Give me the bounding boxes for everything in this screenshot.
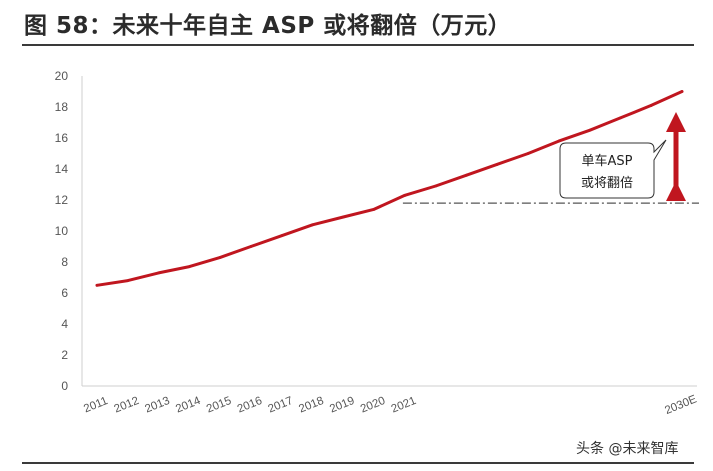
x-tick-label: 2020	[359, 395, 387, 416]
y-tick-label: 16	[55, 131, 69, 145]
x-tick-label: 2030E	[663, 393, 699, 417]
y-tick-label: 6	[61, 286, 68, 300]
y-tick-label: 8	[61, 255, 68, 269]
callout-line-1: 单车ASP	[582, 153, 633, 169]
figure-title: 图 58：未来十年自主 ASP 或将翻倍（万元）	[24, 13, 512, 39]
data-point	[588, 128, 592, 132]
x-tick-label: 2011	[82, 395, 109, 415]
data-point	[126, 279, 130, 282]
data-point	[526, 152, 530, 155]
data-point	[465, 173, 468, 177]
x-tick-label: 2017	[267, 395, 295, 416]
data-point	[403, 193, 407, 197]
callout-line-2: 或将翻倍	[581, 176, 633, 191]
source-watermark: 头条 @未来智库	[576, 441, 679, 457]
data-point	[434, 184, 438, 188]
data-point	[372, 207, 376, 211]
callout-bubble	[559, 139, 667, 199]
y-tick-label: 4	[61, 317, 68, 331]
x-tick-label: 2015	[205, 395, 233, 416]
x-tick-label: 2016	[236, 395, 264, 416]
data-point	[341, 215, 345, 219]
data-point	[249, 245, 253, 248]
series-line	[95, 90, 684, 287]
x-tick-label: 2021	[390, 395, 418, 416]
callout-box: 单车ASP 或将翻倍	[559, 139, 667, 199]
data-point	[157, 271, 160, 275]
y-tick-label: 18	[55, 100, 69, 114]
y-tick-label: 10	[55, 224, 69, 238]
data-point	[187, 265, 191, 269]
x-tick-label: 2018	[297, 395, 325, 416]
data-point	[619, 116, 622, 120]
data-point	[649, 104, 653, 107]
y-tick-label: 2	[61, 348, 68, 362]
x-tick-label: 2019	[328, 395, 356, 416]
data-point	[218, 255, 222, 259]
data-point	[495, 162, 499, 166]
y-tick-label: 20	[55, 69, 69, 83]
y-tick-label: 0	[61, 379, 68, 393]
data-point	[280, 234, 284, 238]
bottom-rule	[22, 462, 694, 464]
data-point	[95, 283, 99, 287]
x-tick-label: 2014	[174, 395, 203, 416]
data-point	[557, 139, 561, 143]
top-rule	[22, 44, 694, 46]
x-tick-label: 2012	[113, 395, 141, 416]
data-point	[680, 90, 684, 93]
y-tick-label: 12	[55, 193, 69, 207]
x-tick-label: 2013	[143, 395, 171, 416]
data-point	[311, 223, 314, 227]
y-tick-label: 14	[55, 162, 69, 176]
